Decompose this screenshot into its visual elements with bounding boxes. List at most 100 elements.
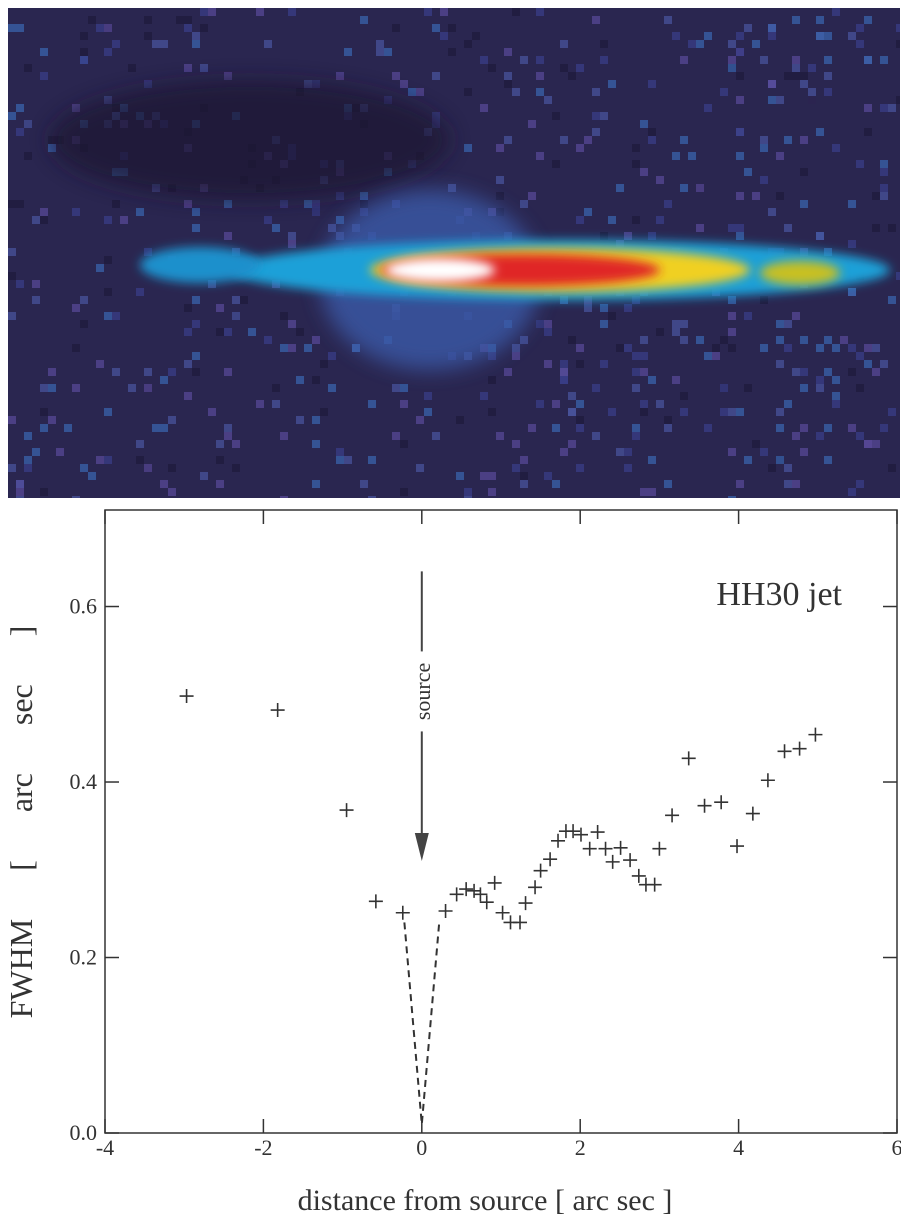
noise-pixel bbox=[448, 184, 456, 192]
noise-pixel bbox=[856, 40, 864, 48]
noise-pixel bbox=[136, 456, 144, 464]
noise-pixel bbox=[664, 200, 672, 208]
noise-pixel bbox=[728, 408, 736, 416]
noise-pixel bbox=[312, 480, 320, 488]
noise-pixel bbox=[400, 400, 408, 408]
data-point bbox=[543, 852, 558, 867]
noise-pixel bbox=[384, 48, 392, 56]
x-tick-label: 4 bbox=[733, 1135, 744, 1160]
data-point bbox=[631, 868, 646, 883]
noise-pixel bbox=[688, 40, 696, 48]
noise-pixel bbox=[192, 208, 200, 216]
noise-pixel bbox=[728, 344, 736, 352]
noise-pixel bbox=[800, 80, 808, 88]
noise-pixel bbox=[824, 336, 832, 344]
noise-pixel bbox=[552, 160, 560, 168]
noise-pixel bbox=[560, 64, 568, 72]
noise-pixel bbox=[264, 216, 272, 224]
noise-pixel bbox=[528, 120, 536, 128]
noise-pixel bbox=[816, 128, 824, 136]
data-point bbox=[777, 744, 792, 759]
y-axis-label: FWHM [ arc sec ] bbox=[3, 626, 39, 1019]
data-point bbox=[613, 840, 628, 855]
noise-pixel bbox=[8, 272, 16, 280]
noise-pixel bbox=[184, 304, 192, 312]
noise-pixel bbox=[888, 464, 896, 472]
noise-pixel bbox=[104, 456, 112, 464]
noise-pixel bbox=[784, 344, 792, 352]
noise-pixel bbox=[200, 8, 208, 16]
noise-pixel bbox=[728, 296, 736, 304]
y-tick-label: 0.4 bbox=[70, 769, 98, 794]
noise-pixel bbox=[200, 24, 208, 32]
noise-pixel bbox=[80, 296, 88, 304]
noise-pixel bbox=[216, 440, 224, 448]
noise-pixel bbox=[832, 344, 840, 352]
noise-pixel bbox=[880, 192, 888, 200]
noise-pixel bbox=[296, 376, 304, 384]
noise-pixel bbox=[640, 368, 648, 376]
noise-pixel bbox=[520, 336, 528, 344]
noise-pixel bbox=[752, 40, 760, 48]
noise-pixel bbox=[576, 416, 584, 424]
noise-pixel bbox=[584, 304, 592, 312]
noise-pixel bbox=[552, 112, 560, 120]
noise-pixel bbox=[784, 400, 792, 408]
noise-pixel bbox=[792, 312, 800, 320]
noise-pixel bbox=[848, 368, 856, 376]
noise-pixel bbox=[624, 448, 632, 456]
noise-pixel bbox=[568, 408, 576, 416]
noise-pixel bbox=[488, 488, 496, 496]
noise-pixel bbox=[896, 24, 900, 32]
noise-pixel bbox=[664, 480, 672, 488]
data-point bbox=[368, 894, 383, 909]
noise-pixel bbox=[424, 392, 432, 400]
noise-pixel bbox=[312, 376, 320, 384]
data-point bbox=[808, 727, 823, 742]
noise-pixel bbox=[800, 200, 808, 208]
noise-pixel bbox=[768, 96, 776, 104]
noise-pixel bbox=[24, 120, 32, 128]
noise-pixel bbox=[832, 392, 840, 400]
noise-pixel bbox=[16, 104, 24, 112]
noise-pixel bbox=[560, 360, 568, 368]
noise-pixel bbox=[464, 496, 472, 498]
noise-pixel bbox=[760, 296, 768, 304]
noise-pixel bbox=[600, 232, 608, 240]
noise-pixel bbox=[784, 224, 792, 232]
noise-pixel bbox=[16, 280, 24, 288]
data-point bbox=[533, 863, 548, 878]
annotation: HH30 jet bbox=[716, 576, 842, 613]
data-point bbox=[681, 751, 696, 766]
noise-pixel bbox=[776, 96, 784, 104]
noise-pixel bbox=[648, 128, 656, 136]
noise-pixel bbox=[520, 480, 528, 488]
noise-pixel bbox=[712, 344, 720, 352]
noise-pixel bbox=[32, 216, 40, 224]
noise-pixel bbox=[728, 224, 736, 232]
noise-pixel bbox=[648, 232, 656, 240]
noise-pixel bbox=[336, 448, 344, 456]
noise-pixel bbox=[640, 488, 648, 496]
noise-pixel bbox=[728, 496, 736, 498]
noise-pixel bbox=[464, 488, 472, 496]
noise-pixel bbox=[640, 352, 648, 360]
noise-pixel bbox=[168, 416, 176, 424]
noise-pixel bbox=[696, 336, 704, 344]
noise-pixel bbox=[72, 496, 80, 498]
noise-pixel bbox=[576, 464, 584, 472]
data-point bbox=[745, 806, 760, 821]
noise-pixel bbox=[592, 16, 600, 24]
noise-pixel bbox=[568, 440, 576, 448]
noise-pixel bbox=[24, 456, 32, 464]
noise-pixel bbox=[232, 296, 240, 304]
noise-pixel bbox=[368, 456, 376, 464]
noise-pixel bbox=[832, 376, 840, 384]
noise-pixel bbox=[640, 408, 648, 416]
noise-pixel bbox=[360, 200, 368, 208]
noise-pixel bbox=[616, 184, 624, 192]
noise-pixel bbox=[792, 64, 800, 72]
noise-pixel bbox=[888, 224, 896, 232]
noise-pixel bbox=[40, 216, 48, 224]
noise-pixel bbox=[96, 360, 104, 368]
